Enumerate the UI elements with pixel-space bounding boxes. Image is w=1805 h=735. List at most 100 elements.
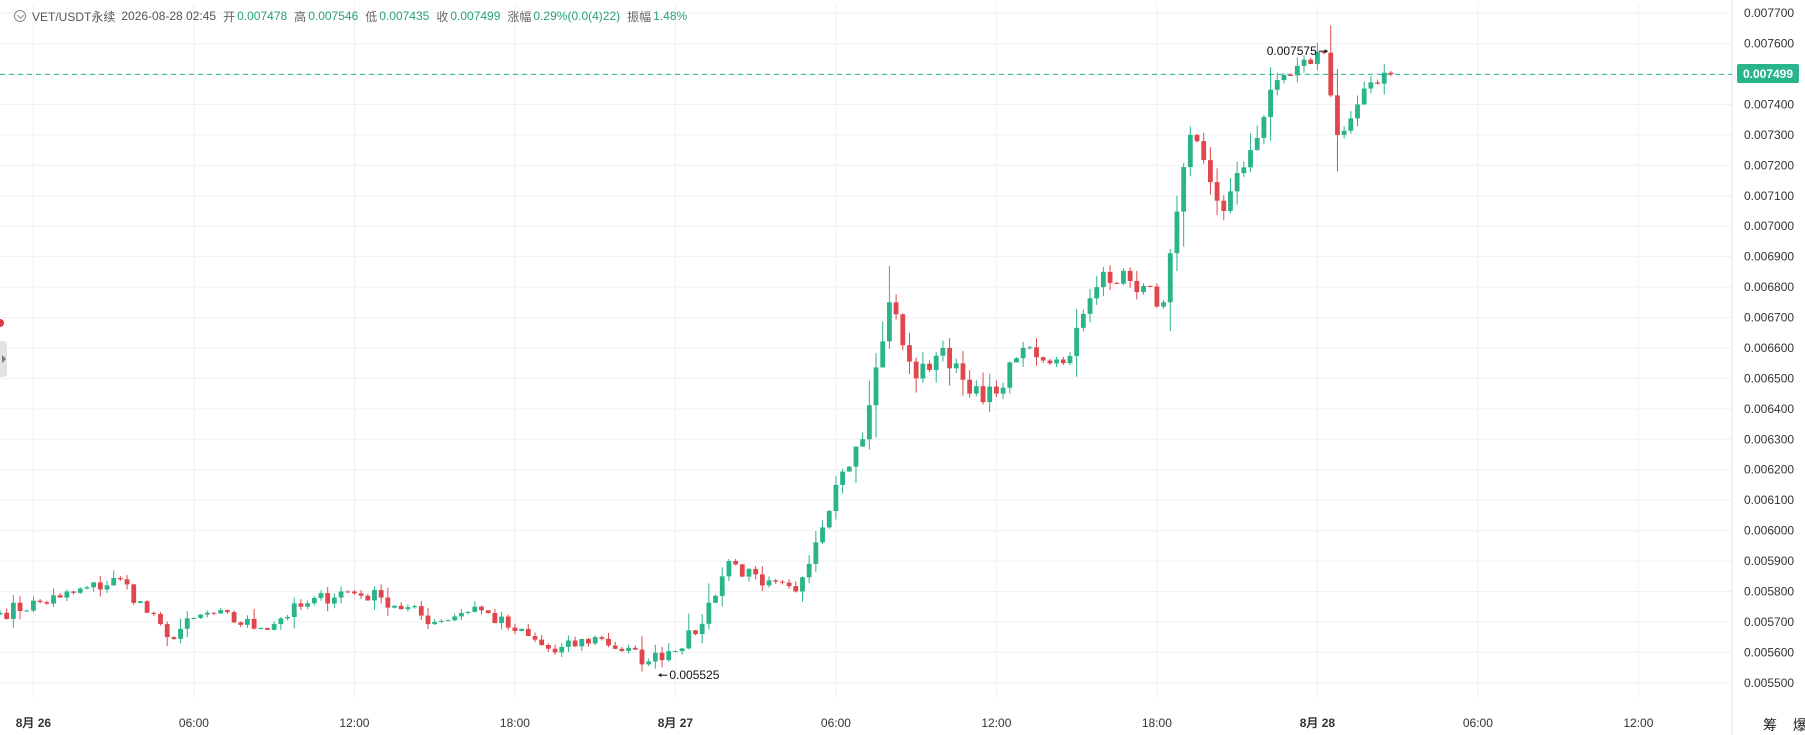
candle[interactable] <box>552 644 558 655</box>
candle[interactable] <box>412 604 418 609</box>
candle[interactable] <box>719 567 725 607</box>
candle[interactable] <box>746 568 752 582</box>
candle[interactable] <box>231 610 237 624</box>
candle[interactable] <box>37 599 43 604</box>
candle[interactable] <box>1314 42 1320 71</box>
liquidation-button[interactable]: 爆 <box>1792 717 1805 733</box>
candle[interactable] <box>305 600 311 610</box>
candle[interactable] <box>285 615 290 621</box>
candle[interactable] <box>1355 95 1360 127</box>
candle[interactable] <box>452 613 458 622</box>
candle[interactable] <box>171 636 177 641</box>
candle[interactable] <box>886 265 892 349</box>
candle[interactable] <box>646 658 652 667</box>
candle[interactable] <box>17 596 23 620</box>
candle[interactable] <box>131 583 137 606</box>
candle[interactable] <box>726 558 732 582</box>
candle[interactable] <box>1254 125 1260 151</box>
candle[interactable] <box>425 607 431 630</box>
candle[interactable] <box>713 594 718 603</box>
candle[interactable] <box>258 627 264 630</box>
candle[interactable] <box>686 613 692 650</box>
candle[interactable] <box>666 643 672 662</box>
candle[interactable] <box>218 607 224 614</box>
candle[interactable] <box>1335 69 1340 172</box>
candle[interactable] <box>1341 126 1347 139</box>
candle[interactable] <box>24 609 30 612</box>
candle[interactable] <box>947 338 952 386</box>
candle[interactable] <box>973 380 979 397</box>
candle[interactable] <box>385 587 391 616</box>
candle[interactable] <box>866 380 872 450</box>
candle[interactable] <box>1368 76 1374 94</box>
candle[interactable] <box>1214 168 1220 215</box>
candle[interactable] <box>753 565 759 580</box>
candle[interactable] <box>298 599 304 611</box>
candle[interactable] <box>679 647 685 655</box>
candle[interactable] <box>1007 361 1013 394</box>
candle[interactable] <box>1074 308 1080 377</box>
candle[interactable] <box>699 614 705 644</box>
chip-distribution-button[interactable]: 筹 <box>1763 717 1777 733</box>
candle[interactable] <box>77 587 83 595</box>
candle[interactable] <box>1268 67 1273 141</box>
candle[interactable] <box>673 650 678 653</box>
candle[interactable] <box>1248 133 1253 173</box>
candle[interactable] <box>1194 134 1200 143</box>
candle[interactable] <box>880 321 886 368</box>
candle[interactable] <box>465 611 471 615</box>
candle[interactable] <box>853 446 859 483</box>
candle[interactable] <box>793 581 799 593</box>
candle[interactable] <box>980 372 986 405</box>
time-axis[interactable]: 8月 26 06:00 12:00 18:00 8月 27 06:00 12:00 18:00… <box>16 716 1654 730</box>
candle[interactable] <box>532 632 538 643</box>
candle[interactable] <box>860 432 866 447</box>
candle[interactable] <box>238 621 244 628</box>
candle[interactable] <box>559 643 565 658</box>
candle[interactable] <box>278 616 284 630</box>
candle[interactable] <box>525 624 531 637</box>
candle[interactable] <box>612 641 618 650</box>
candle[interactable] <box>1348 111 1354 134</box>
candle[interactable] <box>987 373 993 413</box>
candle[interactable] <box>0 610 3 616</box>
candle[interactable] <box>813 531 819 572</box>
candle[interactable] <box>1087 288 1093 323</box>
candle[interactable] <box>893 294 899 320</box>
candle[interactable] <box>1141 283 1146 295</box>
candle[interactable] <box>1134 270 1140 300</box>
alert-dot-icon[interactable] <box>0 319 4 327</box>
candle[interactable] <box>1040 356 1046 364</box>
candle[interactable] <box>786 579 792 589</box>
candle[interactable] <box>472 601 478 613</box>
candle[interactable] <box>1261 114 1267 145</box>
candle[interactable] <box>418 600 424 620</box>
candle[interactable] <box>4 608 10 620</box>
candle[interactable] <box>846 465 852 472</box>
candle[interactable] <box>900 313 906 351</box>
candle[interactable] <box>826 509 832 529</box>
candle[interactable] <box>599 635 605 641</box>
candle[interactable] <box>1375 79 1380 85</box>
candle[interactable] <box>44 600 50 605</box>
candle[interactable] <box>245 615 250 629</box>
candle[interactable] <box>265 627 270 630</box>
candle[interactable] <box>586 637 591 647</box>
candle[interactable] <box>1114 281 1120 285</box>
candle[interactable] <box>626 644 632 654</box>
candle[interactable] <box>505 614 511 631</box>
candle[interactable] <box>519 628 525 632</box>
candle[interactable] <box>392 605 397 609</box>
candle[interactable] <box>913 357 919 393</box>
candle[interactable] <box>960 351 966 396</box>
candle[interactable] <box>138 600 143 604</box>
price-axis[interactable]: 0.005500 0.005600 0.005700 0.005800 0.005900… <box>1744 6 1794 690</box>
candle[interactable] <box>1274 72 1280 96</box>
candle[interactable] <box>57 592 63 598</box>
candle[interactable] <box>117 576 123 581</box>
candle[interactable] <box>1020 341 1026 367</box>
candle[interactable] <box>800 576 805 602</box>
candle[interactable] <box>158 612 163 626</box>
candle[interactable] <box>545 643 551 652</box>
candle[interactable] <box>659 646 665 668</box>
